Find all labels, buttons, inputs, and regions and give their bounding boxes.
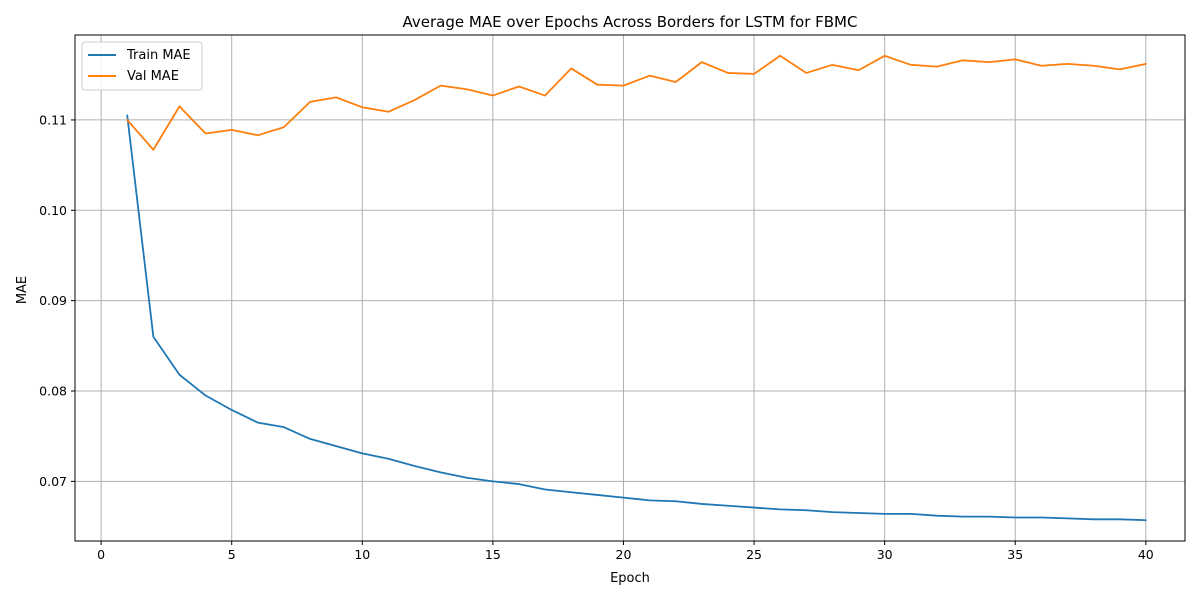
y-tick-label: 0.11: [39, 112, 67, 127]
series-line-val-mae: [126, 54, 1147, 151]
series-lines: [126, 54, 1147, 522]
legend-label-val: Val MAE: [127, 69, 179, 84]
x-axis-label: Epoch: [610, 571, 650, 586]
y-axis-label: MAE: [15, 276, 30, 304]
y-tick-label: 0.09: [39, 293, 67, 308]
x-tick-label: 20: [616, 547, 632, 562]
x-tick-label: 10: [354, 547, 370, 562]
grid: [75, 35, 1185, 541]
x-tick-label: 35: [1007, 547, 1023, 562]
x-tick-label: 25: [746, 547, 762, 562]
plot-frame: [74, 34, 1186, 542]
y-tick-label: 0.07: [39, 474, 67, 489]
legend: Train MAE Val MAE: [81, 41, 203, 91]
legend-label-train: Train MAE: [126, 48, 191, 63]
series-line-train-mae: [126, 114, 1147, 522]
x-tick-label: 40: [1138, 547, 1154, 562]
x-tick-label: 15: [485, 547, 501, 562]
chart-title: Average MAE over Epochs Across Borders f…: [403, 13, 858, 31]
x-tick-label: 0: [97, 547, 105, 562]
axis-ticks: 0 5 10 15 20 25 30 35 40 0.07 0.08 0.09 0.10 0.11: [39, 112, 1154, 562]
x-tick-label: 5: [228, 547, 236, 562]
y-tick-label: 0.10: [39, 203, 67, 218]
y-tick-label: 0.08: [39, 384, 67, 399]
x-tick-label: 30: [877, 547, 893, 562]
